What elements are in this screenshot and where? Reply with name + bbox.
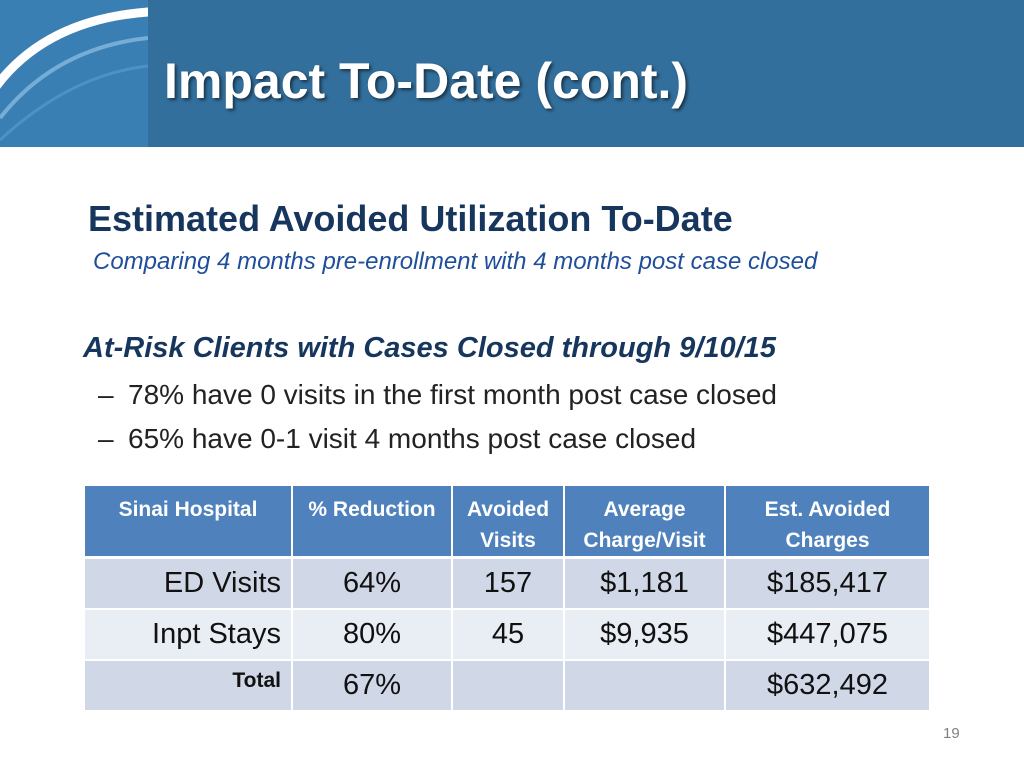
header-line: % Reduction bbox=[308, 498, 436, 521]
header-est-avoided-charges: Est. Avoided Charges bbox=[725, 486, 929, 559]
avoided-charges-cell: $632,492 bbox=[725, 659, 929, 712]
avoided-charges-cell: $185,417 bbox=[725, 557, 929, 610]
avoided-charges-cell: $447,075 bbox=[725, 608, 929, 661]
header-avoided-visits: Avoided Visits bbox=[452, 486, 565, 559]
header-reduction: % Reduction bbox=[292, 486, 453, 559]
bullet-item: –78% have 0 visits in the first month po… bbox=[98, 377, 777, 421]
page-number: 19 bbox=[943, 725, 960, 742]
bullet-text: 65% have 0-1 visit 4 months post case cl… bbox=[128, 423, 697, 454]
average-charge-cell: $9,935 bbox=[564, 608, 726, 661]
average-charge-cell bbox=[564, 659, 726, 712]
slide-title: Impact To-Date (cont.) bbox=[164, 53, 689, 109]
header-line: Est. Avoided bbox=[764, 498, 891, 521]
avoided-visits-cell: 157 bbox=[452, 557, 565, 610]
header-line: Avoided bbox=[466, 498, 550, 521]
bullet-text: 78% have 0 visits in the first month pos… bbox=[128, 379, 777, 410]
table-header-row: Sinai Hospital % Reduction Avoided Visit… bbox=[85, 486, 929, 559]
reduction-cell: 80% bbox=[292, 608, 453, 661]
header-sinai-hospital: Sinai Hospital bbox=[85, 486, 293, 559]
total-label: Total bbox=[85, 659, 293, 712]
header-line: Sinai Hospital bbox=[118, 498, 258, 521]
at-risk-clients-title: At-Risk Clients with Cases Closed throug… bbox=[83, 332, 776, 364]
dash-bullet-icon: – bbox=[98, 423, 114, 454]
bullet-list: –78% have 0 visits in the first month po… bbox=[98, 377, 777, 465]
swoosh-graphic bbox=[0, 7, 148, 142]
table-row: Inpt Stays 80% 45 $9,935 $447,075 bbox=[85, 608, 929, 661]
reduction-cell: 67% bbox=[292, 659, 453, 712]
avoided-utilization-table: Sinai Hospital % Reduction Avoided Visit… bbox=[85, 486, 929, 712]
row-label: Inpt Stays bbox=[85, 608, 293, 661]
title-banner: Impact To-Date (cont.) bbox=[0, 0, 1024, 147]
section-heading: Estimated Avoided Utilization To-Date bbox=[88, 198, 733, 239]
header-line: Charge/Visit bbox=[583, 529, 706, 552]
avoided-visits-cell: 45 bbox=[452, 608, 565, 661]
table-row: ED Visits 64% 157 $1,181 $185,417 bbox=[85, 557, 929, 610]
avoided-visits-cell bbox=[452, 659, 565, 712]
row-label: ED Visits bbox=[85, 557, 293, 610]
banner-swoosh-decoration bbox=[0, 0, 148, 147]
table-row-total: Total 67% $632,492 bbox=[85, 659, 929, 712]
average-charge-cell: $1,181 bbox=[564, 557, 726, 610]
bullet-item: –65% have 0-1 visit 4 months post case c… bbox=[98, 421, 777, 465]
header-average-charge: Average Charge/Visit bbox=[564, 486, 726, 559]
header-line: Visits bbox=[480, 529, 536, 552]
header-line: Average bbox=[603, 498, 686, 521]
section-subheading: Comparing 4 months pre-enrollment with 4… bbox=[93, 248, 818, 275]
header-line: Charges bbox=[785, 529, 870, 552]
reduction-cell: 64% bbox=[292, 557, 453, 610]
dash-bullet-icon: – bbox=[98, 379, 114, 410]
